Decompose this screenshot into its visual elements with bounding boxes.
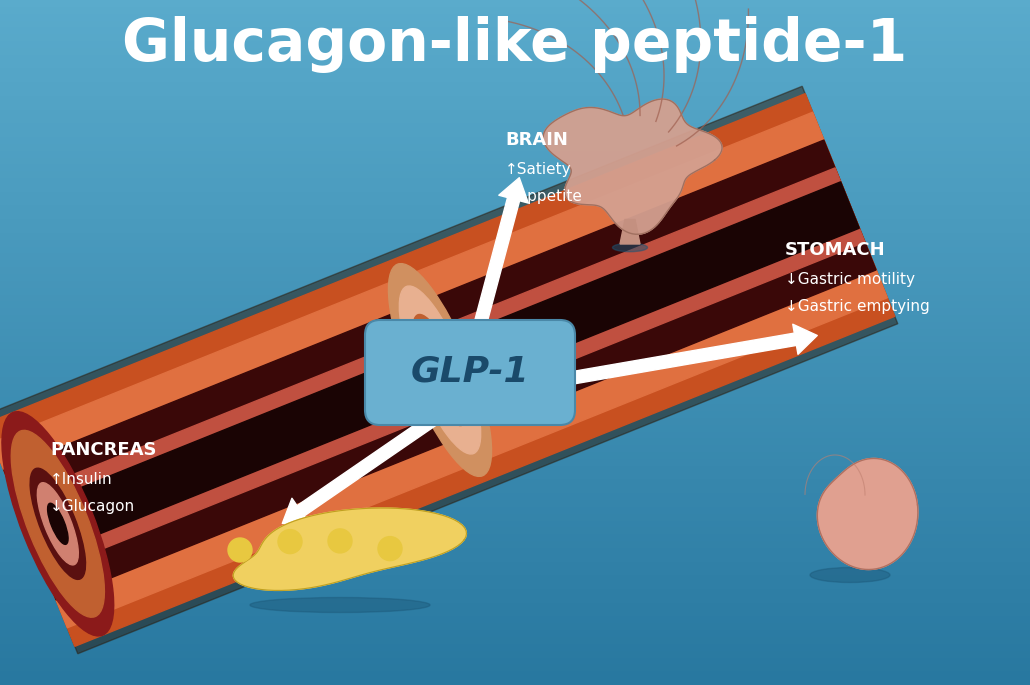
Polygon shape (0, 86, 898, 653)
Ellipse shape (413, 314, 467, 425)
Ellipse shape (250, 597, 430, 612)
Polygon shape (543, 99, 722, 234)
Ellipse shape (47, 503, 68, 545)
Polygon shape (21, 182, 859, 558)
Text: ↓Glucagon: ↓Glucagon (50, 499, 135, 514)
FancyBboxPatch shape (365, 320, 575, 425)
Ellipse shape (422, 333, 458, 408)
Polygon shape (818, 458, 918, 569)
Text: STOMACH: STOMACH (785, 241, 886, 259)
Text: BRAIN: BRAIN (505, 131, 568, 149)
Ellipse shape (388, 264, 491, 476)
Ellipse shape (431, 351, 449, 388)
Ellipse shape (810, 567, 890, 582)
Circle shape (378, 536, 402, 560)
Text: GLP-1: GLP-1 (411, 355, 529, 389)
Ellipse shape (613, 243, 648, 251)
Polygon shape (4, 140, 877, 600)
Ellipse shape (400, 286, 481, 454)
Polygon shape (620, 219, 640, 244)
Polygon shape (0, 112, 887, 627)
FancyArrowPatch shape (475, 177, 528, 324)
Text: ↓Gastric emptying: ↓Gastric emptying (785, 299, 930, 314)
FancyArrowPatch shape (282, 412, 441, 523)
Polygon shape (233, 508, 467, 590)
Ellipse shape (2, 412, 113, 636)
Ellipse shape (11, 430, 104, 617)
Text: ↓Appetite: ↓Appetite (505, 190, 583, 205)
Circle shape (328, 529, 352, 553)
Text: PANCREAS: PANCREAS (50, 441, 157, 459)
Circle shape (228, 538, 252, 562)
Polygon shape (15, 168, 865, 572)
Circle shape (278, 530, 302, 553)
Text: Glucagon-like peptide-1: Glucagon-like peptide-1 (123, 16, 907, 73)
FancyArrowPatch shape (561, 324, 817, 386)
Ellipse shape (37, 483, 78, 565)
Text: ↑Satiety: ↑Satiety (505, 162, 572, 177)
Ellipse shape (30, 469, 85, 580)
Text: ↓Gastric motility: ↓Gastric motility (785, 273, 915, 288)
Polygon shape (0, 94, 895, 647)
Text: ↑Insulin: ↑Insulin (50, 473, 112, 488)
